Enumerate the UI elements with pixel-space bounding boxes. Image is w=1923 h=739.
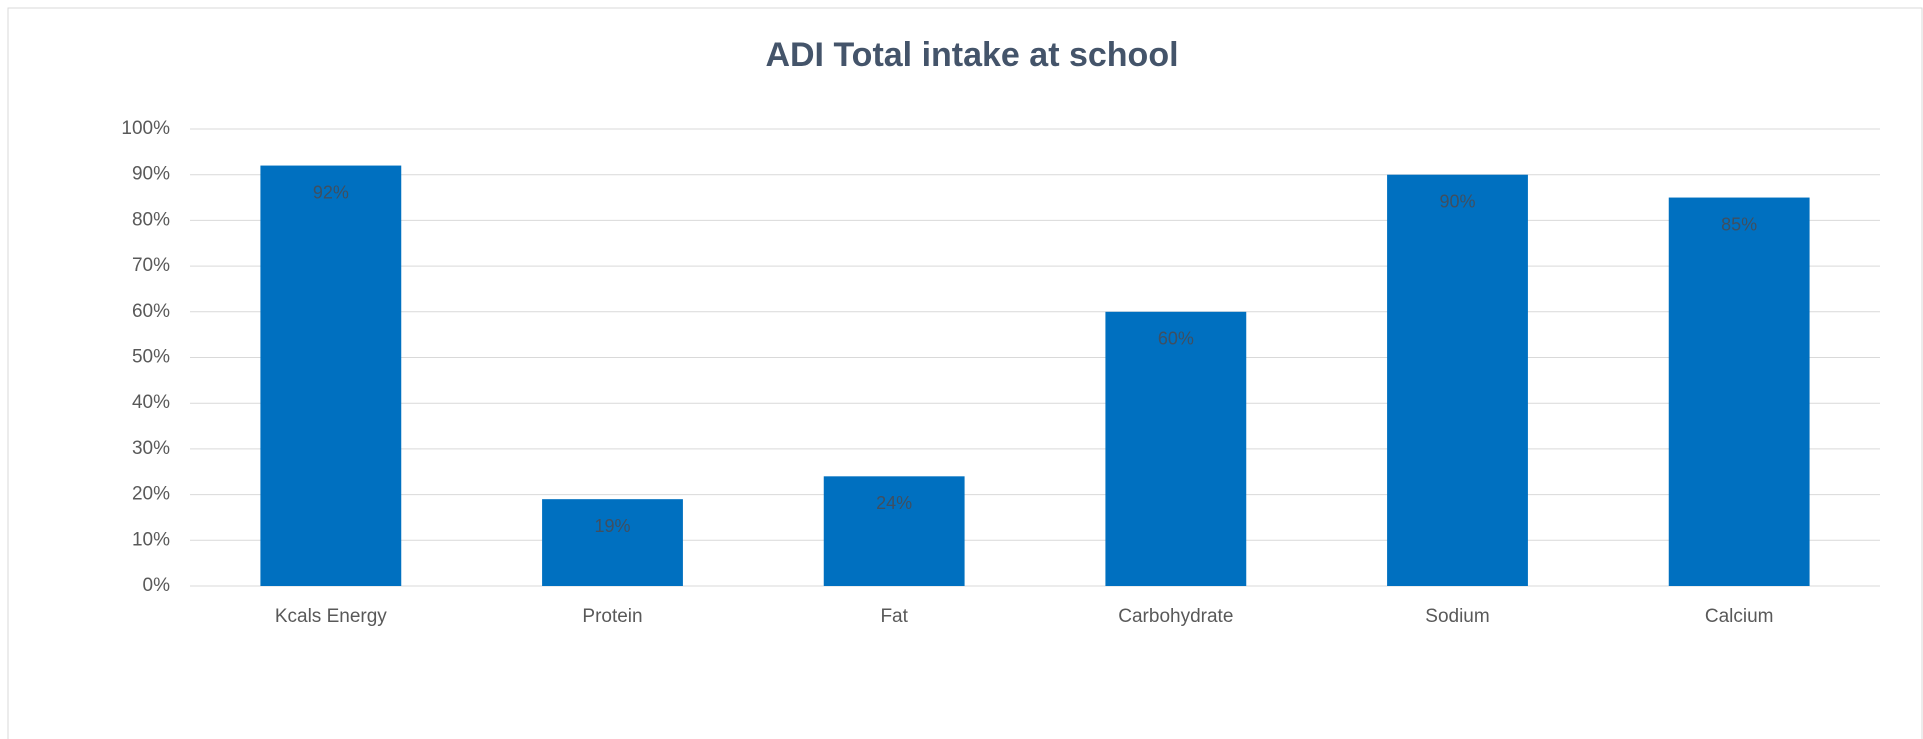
x-tick-label: Protein	[582, 606, 642, 627]
x-tick-label: Carbohydrate	[1118, 606, 1233, 627]
data-label: 24%	[876, 493, 912, 513]
y-tick-label: 80%	[132, 209, 170, 230]
y-tick-label: 70%	[132, 255, 170, 276]
y-tick-label: 100%	[121, 118, 170, 139]
bar	[1668, 197, 1810, 587]
y-tick-label: 60%	[132, 301, 170, 322]
y-tick-label: 20%	[132, 484, 170, 505]
y-tick-label: 90%	[132, 164, 170, 185]
bar	[260, 165, 402, 586]
chart-title: ADI Total intake at school	[765, 36, 1178, 74]
x-tick-label: Fat	[880, 606, 908, 627]
y-tick-label: 50%	[132, 347, 170, 368]
data-label: 85%	[1721, 214, 1757, 234]
x-tick-label: Calcium	[1705, 606, 1774, 627]
data-label: 60%	[1158, 329, 1194, 349]
bar	[823, 476, 965, 586]
x-tick-label: Kcals Energy	[275, 606, 387, 627]
y-tick-label: 0%	[143, 575, 171, 596]
y-tick-label: 30%	[132, 438, 170, 459]
data-label: 92%	[313, 182, 349, 202]
y-tick-label: 10%	[132, 529, 170, 550]
y-tick-label: 40%	[132, 392, 170, 413]
chart-frame	[7, 7, 1923, 739]
data-label: 90%	[1439, 191, 1475, 211]
bar	[1387, 174, 1528, 586]
bar	[542, 499, 683, 586]
bar	[1105, 311, 1247, 586]
data-label: 19%	[594, 516, 630, 536]
x-tick-label: Sodium	[1425, 606, 1489, 627]
